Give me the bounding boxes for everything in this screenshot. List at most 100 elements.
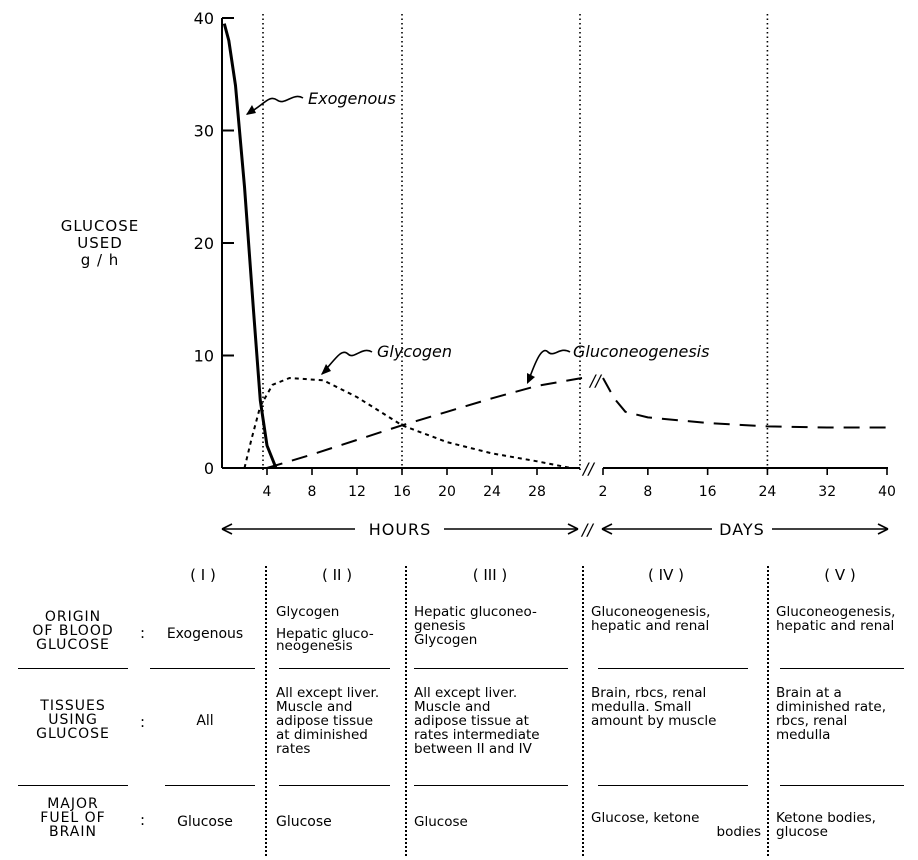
arrow-head [877,523,889,535]
y-axis-label-line: g / h [80,251,120,269]
row-label-line: TISSUES [40,698,106,714]
label-gluconeogenesis: Gluconeogenesis [573,342,709,361]
table-column-separator [265,566,267,856]
x-tick-label: 24 [483,484,501,500]
x-tick-label: 40 [878,484,896,500]
y-tick-label: 10 [194,347,214,366]
y-tick-label: 0 [204,459,214,478]
curve-break-mark: // [588,371,602,390]
arrow-head [221,523,233,535]
row-label-line: MAJOR [47,796,99,812]
x-tick-label: 16 [393,484,411,500]
row-label: MAJOR FUEL OF BRAIN [18,797,128,839]
table-column-separator [767,566,769,856]
cell-fuel-iv-line: Glucose, ketone [591,810,700,826]
cell-tissues-iv: Brain, rbcs, renal medulla. Small amount… [591,685,717,729]
cell-tissues-v: Brain at a diminished rate, rbcs, renal … [776,685,886,743]
cell-fuel-iii: Glucose [414,814,468,830]
x-axis-hours-label: HOURS [369,520,432,539]
series-line [243,377,571,469]
x-tick-label: 4 [263,484,272,500]
chart-series [222,23,887,469]
colon: : [140,811,146,829]
x-tick-label: 8 [643,484,652,500]
arrow-head [601,523,613,535]
x-tick-label: 28 [528,484,546,500]
table-rule [165,785,255,786]
table-rule [18,785,128,786]
x-axis-days-label: DAYS [719,520,765,539]
y-tick-label: 30 [194,122,214,141]
cell-fuel-i: Glucose [177,814,233,830]
phase-label: ( IV ) [648,566,684,584]
cell-tissues-i: All [196,713,214,729]
row-label: TISSUES USING GLUCOSE [18,699,128,741]
cell-tissues-iii: All except liver. Muscle and adipose tis… [414,685,540,757]
annotation-arrow [527,349,571,383]
cell-tissues-ii: All except liver. Muscle and adipose tis… [276,685,380,757]
phase-label: ( V ) [824,566,856,584]
y-tick-label: 20 [194,234,214,253]
table-rule [279,785,390,786]
annotation-arrowhead [321,364,331,375]
cell-origin-iii: Hepatic gluconeo- genesis Glycogen [414,604,537,648]
chart-labels: Exogenous Glycogen Gluconeogenesis [246,89,709,384]
table-rule [279,668,390,669]
table-rule [414,785,568,786]
annotation-arrow [246,95,304,115]
x-tick-label: 16 [699,484,717,500]
colon: : [140,624,146,642]
arrow-head [567,523,579,535]
table-column-separator [405,566,407,856]
series-line [222,23,278,469]
row-label-line: BRAIN [49,824,97,840]
x-tick-label: 32 [818,484,836,500]
row-label-line: GLUCOSE [36,637,110,653]
x-tick-label: 24 [759,484,777,500]
x-tick-label: 20 [438,484,456,500]
y-axis-label: GLUCOSE USED g / h [40,218,160,269]
phase-label: ( II ) [321,566,353,584]
cell-origin-iv: Gluconeogenesis, hepatic and renal [591,604,711,634]
cell-origin-ii: Glycogen [276,604,340,620]
label-exogenous: Exogenous [308,89,396,108]
axis-break-mark: // [581,459,595,478]
cell-origin-i: Exogenous [166,626,244,642]
series-line [266,377,583,469]
table-rule [598,668,748,669]
axis-break-mark: // [580,520,594,539]
cell-origin-v: Gluconeogenesis, hepatic and renal [776,604,896,634]
cell-fuel-iv: Glucose, ketone bodies [591,811,761,839]
row-label-line: OF BLOOD [32,623,114,639]
annotation-arrowhead [246,105,256,115]
phase-label: ( I ) [190,566,216,584]
table-rule [780,668,904,669]
table-rule [150,668,255,669]
x-tick-label: 2 [599,484,608,500]
x-tick-label: 12 [348,484,366,500]
cell-fuel-iv-line: bodies [716,824,762,840]
label-glycogen: Glycogen [377,342,452,361]
row-label-line: USING [48,712,98,728]
table-column-separator [582,566,584,856]
table-rule [780,785,904,786]
y-axis-label-line: GLUCOSE [60,217,140,235]
annotation-arrowhead [527,373,535,384]
annotation-arrow [321,349,373,375]
table-rule [18,668,128,669]
series-line [602,377,887,429]
y-tick-label: 40 [194,9,214,28]
row-label-line: FUEL OF [40,810,106,826]
cell-fuel-v: Ketone bodies, glucose [776,810,876,840]
row-label-line: ORIGIN [44,609,102,625]
table-rule [414,668,568,669]
row-label: ORIGIN OF BLOOD GLUCOSE [18,610,128,652]
colon: : [140,713,146,731]
cell-fuel-ii: Glucose [276,814,332,830]
cell-origin-ii-extra: Hepatic gluco- neogenesis [276,626,374,654]
x-tick-label: 8 [308,484,317,500]
phase-label: ( III ) [472,566,508,584]
row-label-line: GLUCOSE [36,726,110,742]
